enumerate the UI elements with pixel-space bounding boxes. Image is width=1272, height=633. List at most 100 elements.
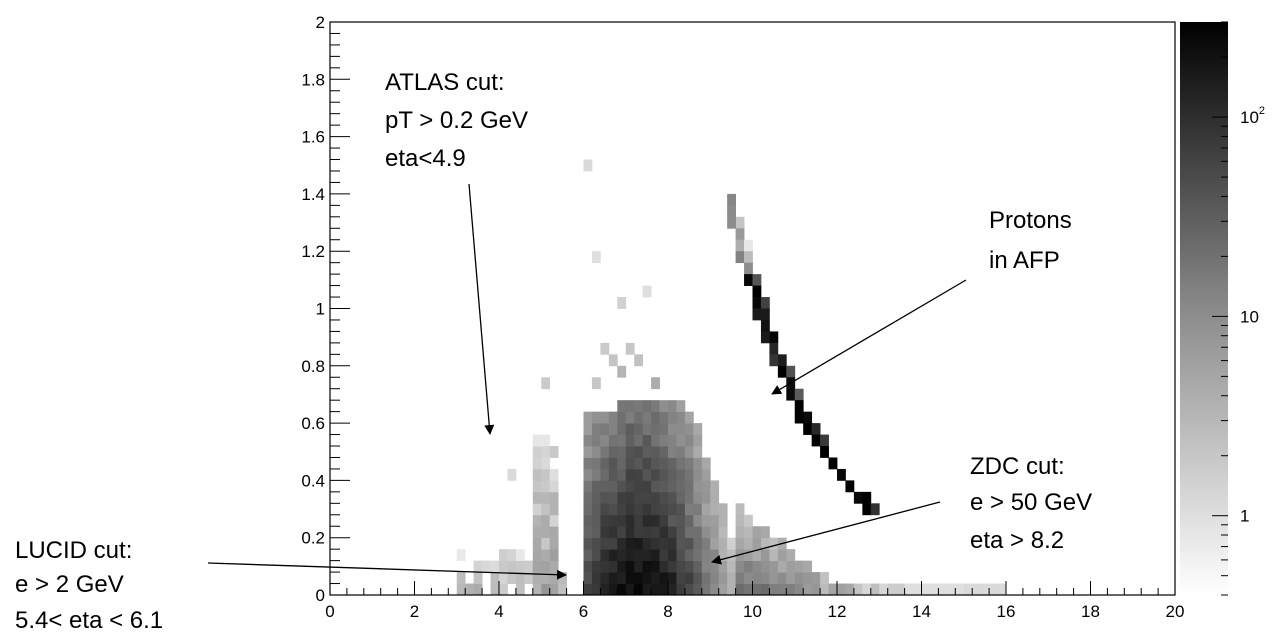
heatmap-cell [659, 503, 669, 516]
heatmap-cell [634, 572, 644, 584]
heatmap-cell [659, 514, 669, 527]
heatmap-cell [946, 583, 956, 596]
heatmap-cell [676, 549, 686, 562]
heatmap-cell [600, 468, 610, 481]
heatmap-cell [591, 583, 601, 596]
heatmap-cell [668, 468, 677, 481]
heatmap-cell [710, 526, 720, 539]
heatmap-cell [600, 503, 610, 516]
heatmap-cell [668, 526, 677, 539]
heatmap-cell [837, 468, 846, 481]
heatmap-cell [642, 583, 652, 596]
heatmap-cell [752, 537, 762, 550]
heatmap-cell [625, 342, 635, 355]
heatmap-cell [769, 583, 779, 596]
heatmap-cell [634, 354, 644, 367]
atlas-label-line1: ATLAS cut: [385, 69, 505, 96]
heatmap-cell [532, 537, 542, 550]
heatmap-cell [541, 583, 551, 596]
heatmap-cell [583, 468, 593, 481]
heatmap-cell [634, 434, 644, 447]
heatmap-cell [710, 560, 720, 573]
heatmap-cell [642, 549, 652, 562]
heatmap-cell [583, 423, 593, 435]
heatmap-cell [507, 549, 517, 562]
heatmap-cell [642, 423, 652, 435]
heatmap-cell [693, 468, 703, 481]
heatmap-cell [921, 583, 931, 596]
colorbar-tick-label: 1 [1240, 507, 1249, 526]
heatmap-cell [591, 457, 601, 470]
heatmap-cell [684, 503, 694, 516]
lucid-label-line1: LUCID cut: [15, 537, 132, 564]
x-tick-label: 0 [325, 602, 334, 621]
y-tick-label: 1.6 [301, 128, 325, 147]
heatmap-cell [591, 468, 601, 481]
heatmap-cell [591, 503, 601, 516]
heatmap-cell [583, 446, 593, 458]
heatmap-cell [541, 537, 551, 550]
heatmap-cell [591, 491, 601, 504]
heatmap-cell [634, 549, 644, 562]
heatmap-cell [651, 560, 660, 573]
zdc-label-line2: e > 50 GeV [970, 489, 1092, 516]
heatmap-cell [777, 365, 787, 378]
heatmap-cell [735, 239, 745, 252]
heatmap-cell [735, 560, 745, 573]
heatmap-cell [701, 526, 711, 539]
heatmap-cell [752, 572, 762, 584]
heatmap-cell [625, 526, 635, 539]
heatmap-cell [549, 468, 559, 481]
heatmap-cell [744, 239, 753, 252]
heatmap-cell [651, 457, 660, 470]
heatmap-cell [769, 342, 779, 355]
heatmap-cell [473, 572, 483, 584]
zdc-arrow [711, 501, 941, 565]
heatmap-cell [668, 446, 677, 458]
heatmap-cell [710, 491, 720, 504]
heatmap-cell [642, 468, 652, 481]
heatmap-cell [583, 503, 593, 516]
heatmap-cell [642, 434, 652, 447]
x-tick-label: 4 [494, 602, 503, 621]
heatmap-cell [684, 457, 694, 470]
heatmap-cell [651, 468, 660, 481]
heatmap-cell [710, 583, 720, 596]
heatmap-cell [625, 560, 635, 573]
heatmap-cell [600, 572, 610, 584]
heatmap-cell [820, 583, 829, 596]
heatmap-cell [684, 560, 694, 573]
heatmap-cell [693, 560, 703, 573]
heatmap-cell [515, 572, 525, 584]
heatmap-cell [549, 560, 559, 573]
heatmap-cell [608, 491, 618, 504]
heatmap-cell [490, 583, 500, 596]
heatmap-cell [642, 560, 652, 573]
heatmap-cell [684, 423, 694, 435]
heatmap-cell [642, 572, 652, 584]
heatmap-cell [701, 457, 711, 470]
heatmap-cell [668, 491, 677, 504]
heatmap-cell [642, 491, 652, 504]
heatmap-cell [727, 216, 736, 229]
heatmap-cell [659, 537, 669, 550]
heatmap-cell [651, 503, 660, 516]
heatmap-cell [583, 411, 593, 424]
zdc-label-line3: eta > 8.2 [970, 527, 1064, 554]
heatmap-cell [617, 537, 627, 550]
heatmap-cell [591, 537, 601, 550]
heatmap-cell [701, 537, 711, 550]
heatmap-cell [710, 480, 720, 493]
x-tick-label: 12 [828, 602, 847, 621]
heatmap-cell [600, 342, 610, 355]
heatmap-cell [828, 457, 838, 470]
heatmap-cell [727, 549, 736, 562]
heatmap-cell [752, 297, 762, 309]
heatmap-cell [735, 572, 745, 584]
heatmap-cell [676, 400, 686, 413]
heatmap-cell [541, 503, 551, 516]
heatmap-cell [676, 572, 686, 584]
heatmap-cell [532, 572, 542, 584]
heatmap-cell [701, 572, 711, 584]
heatmap-cell [684, 411, 694, 424]
